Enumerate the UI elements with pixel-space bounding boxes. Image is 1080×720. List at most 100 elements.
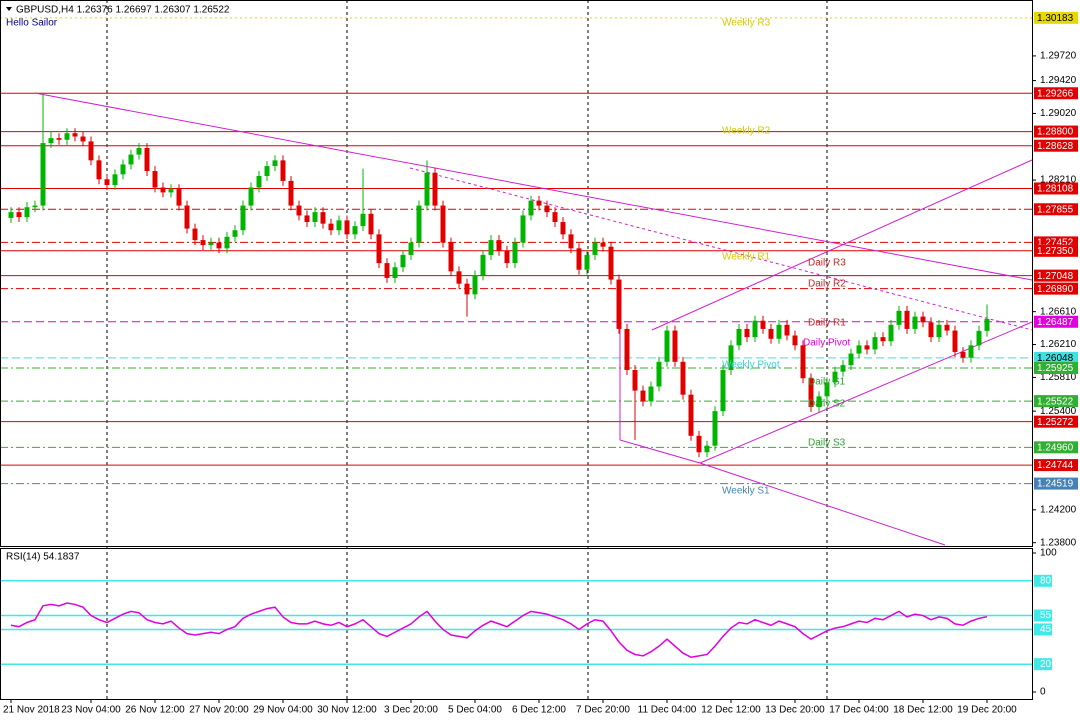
- rsi-line: [10, 602, 988, 659]
- annotation: Daily R1: [808, 318, 846, 329]
- chart-subtitle: Hello Sailor: [6, 18, 58, 29]
- level-label-box: [1034, 11, 1078, 24]
- annotation: Weekly R3: [722, 18, 771, 29]
- candle-body: [40, 143, 46, 206]
- candle-body: [576, 248, 582, 270]
- level-label: 1.26487: [1037, 317, 1074, 328]
- candle-body: [816, 396, 822, 408]
- annotation: Weekly R2: [722, 126, 771, 137]
- x-tick-label: 6 Dec 12:00: [512, 705, 566, 716]
- rsi-level-box: [1034, 658, 1052, 671]
- candle-body: [488, 240, 494, 255]
- x-tick-label: 5 Dec 04:00: [448, 705, 502, 716]
- annotation: Daily Pivot: [803, 338, 850, 349]
- level-label-box: [1034, 351, 1078, 364]
- y-tick-label: 1.29420: [1040, 75, 1077, 86]
- candle-body: [128, 154, 134, 165]
- level-label: 1.25272: [1037, 417, 1074, 428]
- candle-body: [600, 242, 606, 247]
- candle-body: [424, 172, 430, 206]
- candle-body: [792, 335, 798, 346]
- candle-body: [288, 180, 294, 206]
- candle-body: [248, 187, 254, 206]
- x-tick-label: 26 Nov 12:00: [125, 705, 185, 716]
- x-tick-label: 13 Dec 20:00: [765, 705, 825, 716]
- candle-body: [672, 330, 678, 362]
- candle-body: [496, 240, 502, 251]
- trendline: [699, 321, 1033, 464]
- candle-body: [304, 215, 310, 223]
- candle-body: [392, 267, 398, 278]
- candle-body: [464, 283, 470, 295]
- candle-body: [448, 242, 454, 272]
- candle-body: [192, 228, 198, 241]
- level-label: 1.27048: [1037, 271, 1074, 282]
- menu-arrow: [6, 7, 12, 11]
- candle-body: [224, 236, 230, 249]
- candle-body: [680, 361, 686, 395]
- candle-body: [360, 213, 366, 227]
- candle-body: [536, 200, 542, 206]
- candle-body: [512, 242, 518, 264]
- level-label: 1.28628: [1037, 141, 1074, 152]
- rsi-tick-label: 45: [1040, 624, 1052, 635]
- candle-body: [376, 234, 382, 264]
- candle-body: [760, 320, 766, 329]
- candle-body: [976, 330, 982, 346]
- candle-body: [408, 242, 414, 255]
- candle-body: [416, 205, 422, 243]
- candle-body: [648, 386, 654, 402]
- y-tick-label: 1.28210: [1040, 175, 1077, 186]
- candle-body: [864, 345, 870, 350]
- level-label: 1.25522: [1037, 396, 1074, 407]
- trendline: [651, 159, 1033, 331]
- level-label: 1.26890: [1037, 284, 1074, 295]
- candle-body: [8, 212, 14, 218]
- main-frame: [0, 0, 1033, 547]
- layout: [106, 0, 828, 700]
- candle-body: [904, 310, 910, 329]
- candle-body: [616, 279, 622, 329]
- level-label: 1.27452: [1037, 238, 1074, 249]
- level-label-box: [1034, 182, 1078, 195]
- level-label-box: [1034, 415, 1078, 428]
- candle-body: [896, 310, 902, 325]
- candle-body: [344, 220, 350, 235]
- x-tick-label: 21 Nov 2018: [3, 705, 60, 716]
- annotation: Weekly Pivot: [722, 360, 780, 371]
- level-label-box: [1034, 477, 1078, 490]
- candle-body: [184, 205, 190, 229]
- level-label-box: [1034, 315, 1078, 328]
- candle-body: [56, 138, 62, 140]
- candle-body: [720, 370, 726, 412]
- candle-body: [232, 230, 238, 237]
- candle-body: [168, 189, 174, 193]
- candle-body: [296, 205, 302, 216]
- candle-body: [240, 205, 246, 231]
- candle-body: [384, 263, 390, 278]
- candles: [8, 92, 990, 458]
- candle-body: [176, 189, 182, 206]
- chart-title: GBPUSD,H4 1.26376 1.26697 1.26307 1.2652…: [16, 5, 230, 16]
- levels: [0, 17, 1032, 485]
- candle-body: [144, 148, 150, 172]
- candle-body: [584, 254, 590, 270]
- annotation: Weekly S1: [722, 486, 770, 497]
- x-tick-label: 17 Dec 04:00: [829, 705, 889, 716]
- candle-body: [112, 174, 118, 186]
- rsi-tick-label: 100: [1040, 548, 1057, 559]
- rsi-level-box: [1034, 609, 1052, 622]
- candle-body: [440, 205, 446, 243]
- candle-body: [336, 220, 342, 231]
- level-label-box: [1034, 395, 1078, 408]
- candle-body: [152, 171, 158, 188]
- candle-body: [256, 175, 262, 188]
- candle-body: [840, 365, 846, 372]
- candle-body: [944, 324, 950, 331]
- x-tick-label: 12 Dec 12:00: [701, 705, 761, 716]
- candle-body: [400, 254, 406, 268]
- candle-body: [824, 382, 830, 397]
- level-label: 1.27855: [1037, 204, 1074, 215]
- x-tick-label: 30 Nov 12:00: [317, 705, 377, 716]
- candle-body: [200, 240, 206, 246]
